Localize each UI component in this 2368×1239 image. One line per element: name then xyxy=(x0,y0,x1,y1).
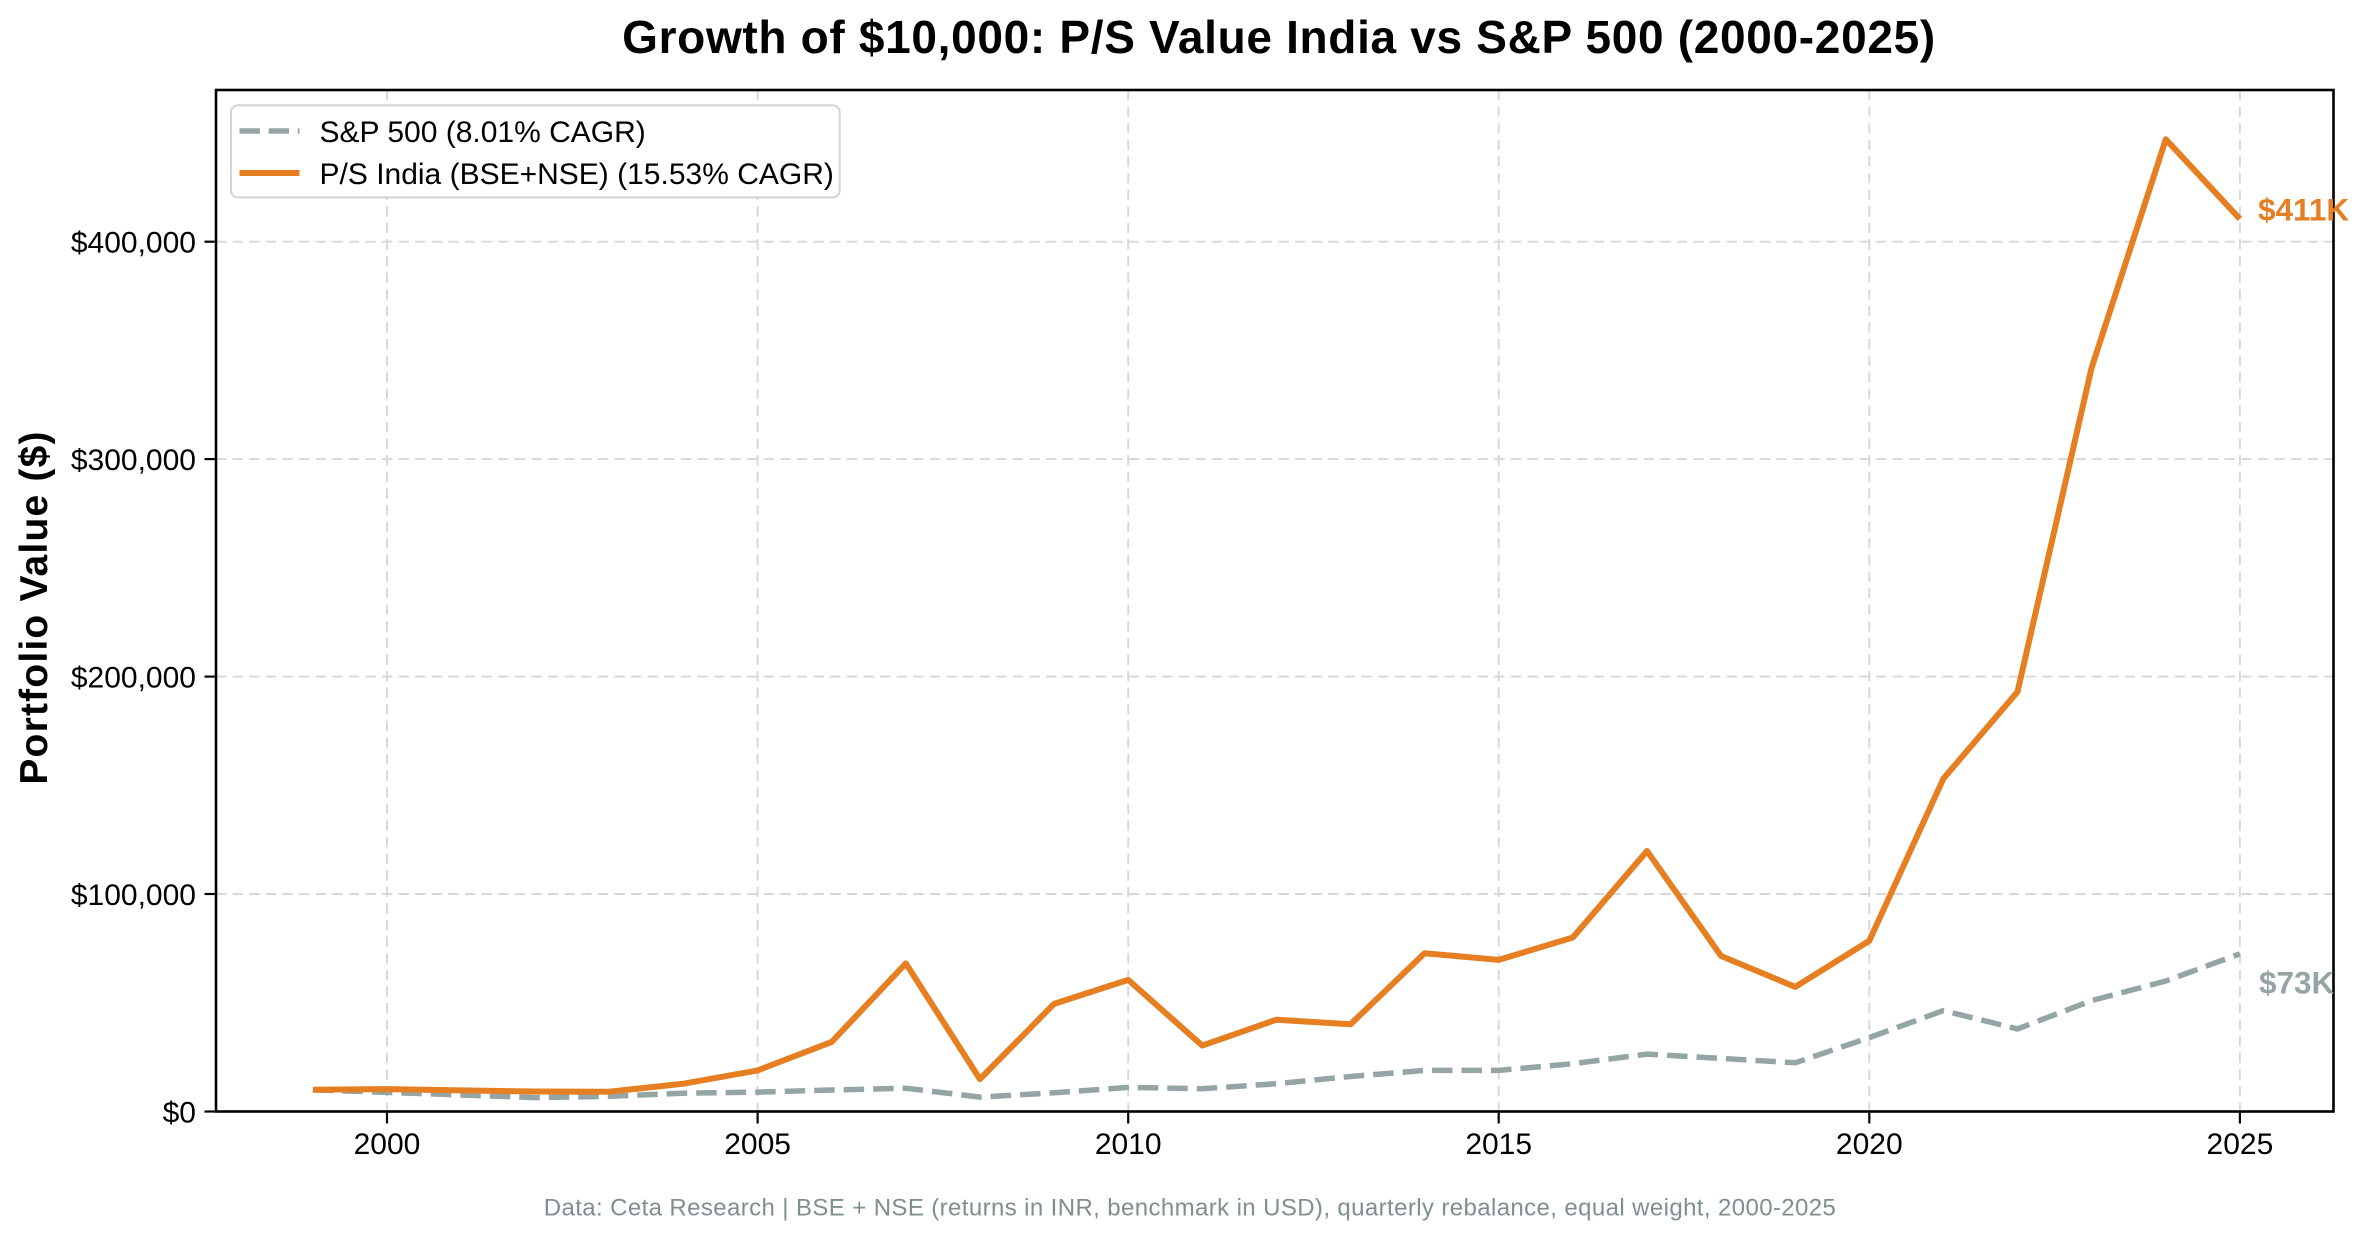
svg-text:2005: 2005 xyxy=(724,1128,791,1161)
svg-text:S&P 500 (8.01% CAGR): S&P 500 (8.01% CAGR) xyxy=(320,116,646,149)
svg-text:$73K: $73K xyxy=(2259,965,2335,1001)
svg-text:Data: Ceta Research | BSE + NS: Data: Ceta Research | BSE + NSE (returns… xyxy=(544,1195,1837,1222)
svg-text:2015: 2015 xyxy=(1465,1128,1532,1161)
svg-text:Growth of $10,000: P/S Value I: Growth of $10,000: P/S Value India vs S&… xyxy=(622,11,1936,63)
svg-text:$411K: $411K xyxy=(2258,191,2349,227)
svg-text:P/S India (BSE+NSE) (15.53% CA: P/S India (BSE+NSE) (15.53% CAGR) xyxy=(320,158,834,191)
svg-text:$200,000: $200,000 xyxy=(71,662,196,695)
svg-text:$100,000: $100,000 xyxy=(71,879,196,912)
svg-text:$400,000: $400,000 xyxy=(71,227,196,260)
svg-text:2020: 2020 xyxy=(1836,1128,1903,1161)
svg-text:Portfolio Value ($): Portfolio Value ($) xyxy=(13,430,56,784)
svg-text:$300,000: $300,000 xyxy=(71,444,196,477)
svg-text:2010: 2010 xyxy=(1095,1128,1162,1161)
svg-text:2025: 2025 xyxy=(2207,1128,2274,1161)
svg-text:2000: 2000 xyxy=(354,1128,421,1161)
svg-text:$0: $0 xyxy=(163,1097,196,1130)
